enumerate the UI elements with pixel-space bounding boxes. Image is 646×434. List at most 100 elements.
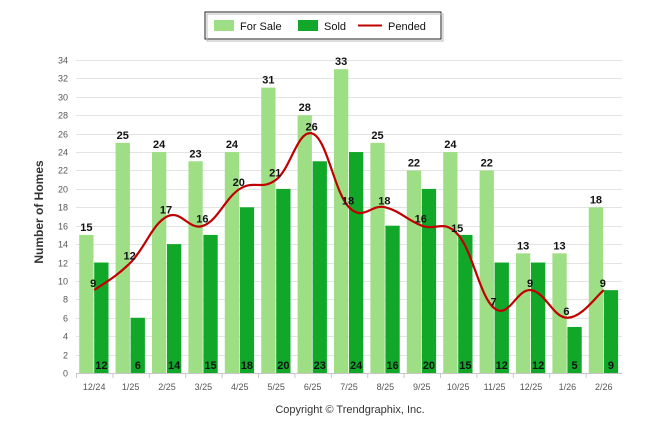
label-sold: 15 — [459, 360, 471, 372]
legend-label-sold: Sold — [324, 21, 346, 33]
label-for-sale: 28 — [299, 102, 311, 114]
label-sold: 6 — [135, 360, 141, 372]
bar-for-sale — [588, 207, 604, 373]
bar-for-sale — [79, 234, 94, 373]
legend-swatch-for-sale — [214, 20, 234, 31]
label-pended: 6 — [563, 306, 569, 318]
bar-for-sale — [224, 152, 240, 373]
legend-shadow — [206, 13, 444, 42]
x-category-label: 10/25 — [447, 382, 470, 392]
label-sold: 20 — [277, 360, 289, 372]
y-tick-label: 30 — [58, 93, 68, 103]
bar-for-sale — [297, 115, 312, 373]
label-sold: 12 — [496, 360, 508, 372]
legend-label-for-sale: For Sale — [240, 21, 282, 33]
y-tick-label: 0 — [63, 369, 68, 379]
label-for-sale: 24 — [226, 139, 239, 151]
label-pended: 16 — [196, 214, 208, 226]
y-tick-label: 34 — [58, 56, 68, 66]
label-sold: 12 — [95, 360, 107, 372]
bar-sold — [567, 326, 582, 373]
bar-for-sale — [370, 142, 385, 373]
label-pended: 16 — [415, 214, 427, 226]
y-tick-label: 8 — [63, 295, 68, 305]
x-category-label: 1/26 — [559, 382, 577, 392]
label-pended: 9 — [527, 278, 533, 290]
bar-sold — [312, 161, 327, 373]
label-for-sale: 22 — [408, 157, 420, 169]
x-axis-categories: 12/24 1/25 2/25 3/25 4/25 5/25 6/25 7/25 8/25 9/2… — [76, 373, 613, 392]
bar-for-sale — [479, 170, 494, 373]
label-for-sale: 22 — [481, 157, 493, 169]
copyright-text: Copyright © Trendgraphix, Inc. — [275, 404, 424, 416]
x-category-label: 2/26 — [595, 382, 613, 392]
y-tick-label: 24 — [58, 148, 68, 158]
x-category-label: 6/25 — [304, 382, 322, 392]
bar-for-sale — [552, 253, 567, 373]
y-tick-label: 16 — [58, 222, 68, 232]
y-tick-label: 22 — [58, 166, 68, 176]
label-for-sale: 24 — [153, 139, 166, 151]
bar-sold — [531, 262, 546, 373]
bar-for-sale — [152, 152, 167, 373]
label-sold: 14 — [168, 360, 181, 372]
x-category-label: 7/25 — [340, 382, 358, 392]
label-sold: 18 — [241, 360, 253, 372]
bars — [79, 69, 619, 374]
legend: For Sale Sold Pended — [204, 11, 444, 42]
label-sold: 15 — [204, 360, 216, 372]
y-tick-label: 4 — [63, 332, 68, 342]
pended-line — [93, 132, 605, 319]
bar-sold — [603, 290, 619, 373]
legend-label-pended: Pended — [388, 21, 426, 33]
label-for-sale: 13 — [517, 240, 529, 252]
label-for-sale: 31 — [262, 75, 274, 87]
bar-sold — [385, 225, 400, 373]
x-category-label: 8/25 — [377, 382, 395, 392]
label-for-sale: 18 — [590, 194, 602, 206]
x-category-label: 11/25 — [484, 382, 506, 392]
x-category-label: 5/25 — [267, 382, 285, 392]
label-pended: 9 — [90, 278, 96, 290]
bar-sold — [349, 152, 364, 373]
bar-sold — [203, 234, 218, 373]
bar-sold — [421, 188, 437, 373]
label-pended: 20 — [233, 177, 245, 189]
x-category-label: 1/25 — [122, 382, 140, 392]
bar-sold — [458, 234, 473, 373]
y-tick-label: 20 — [58, 185, 68, 195]
y-tick-label: 10 — [58, 277, 68, 287]
bar-sold — [130, 317, 145, 373]
label-pended: 17 — [160, 205, 172, 217]
label-sold: 12 — [532, 360, 544, 372]
y-tick-label: 12 — [58, 259, 68, 269]
bar-for-sale — [516, 253, 531, 373]
label-for-sale: 33 — [335, 56, 347, 68]
y-tick-label: 26 — [58, 130, 68, 140]
pended-series-line — [93, 132, 605, 319]
label-sold: 9 — [608, 360, 614, 372]
bar-sold — [494, 262, 509, 373]
label-pended: 26 — [305, 122, 317, 134]
label-for-sale: 13 — [553, 240, 565, 252]
bar-sold — [239, 207, 255, 373]
y-tick-label: 18 — [58, 203, 68, 213]
y-tick-label: 2 — [63, 351, 68, 361]
label-pended: 21 — [269, 168, 281, 180]
bar-for-sale — [406, 170, 422, 373]
bar-for-sale — [115, 142, 130, 373]
legend-frame — [204, 11, 442, 40]
label-pended: 7 — [491, 297, 497, 309]
label-pended: 12 — [123, 251, 135, 263]
y-tick-label: 28 — [58, 111, 68, 121]
y-tick-label: 14 — [58, 240, 68, 250]
bar-sold — [276, 188, 291, 373]
label-pended: 18 — [378, 195, 390, 207]
label-for-sale: 23 — [189, 148, 201, 160]
label-pended: 9 — [600, 278, 606, 290]
label-pended: 18 — [342, 195, 354, 207]
label-for-sale: 25 — [117, 130, 129, 142]
label-pended: 15 — [451, 223, 463, 235]
